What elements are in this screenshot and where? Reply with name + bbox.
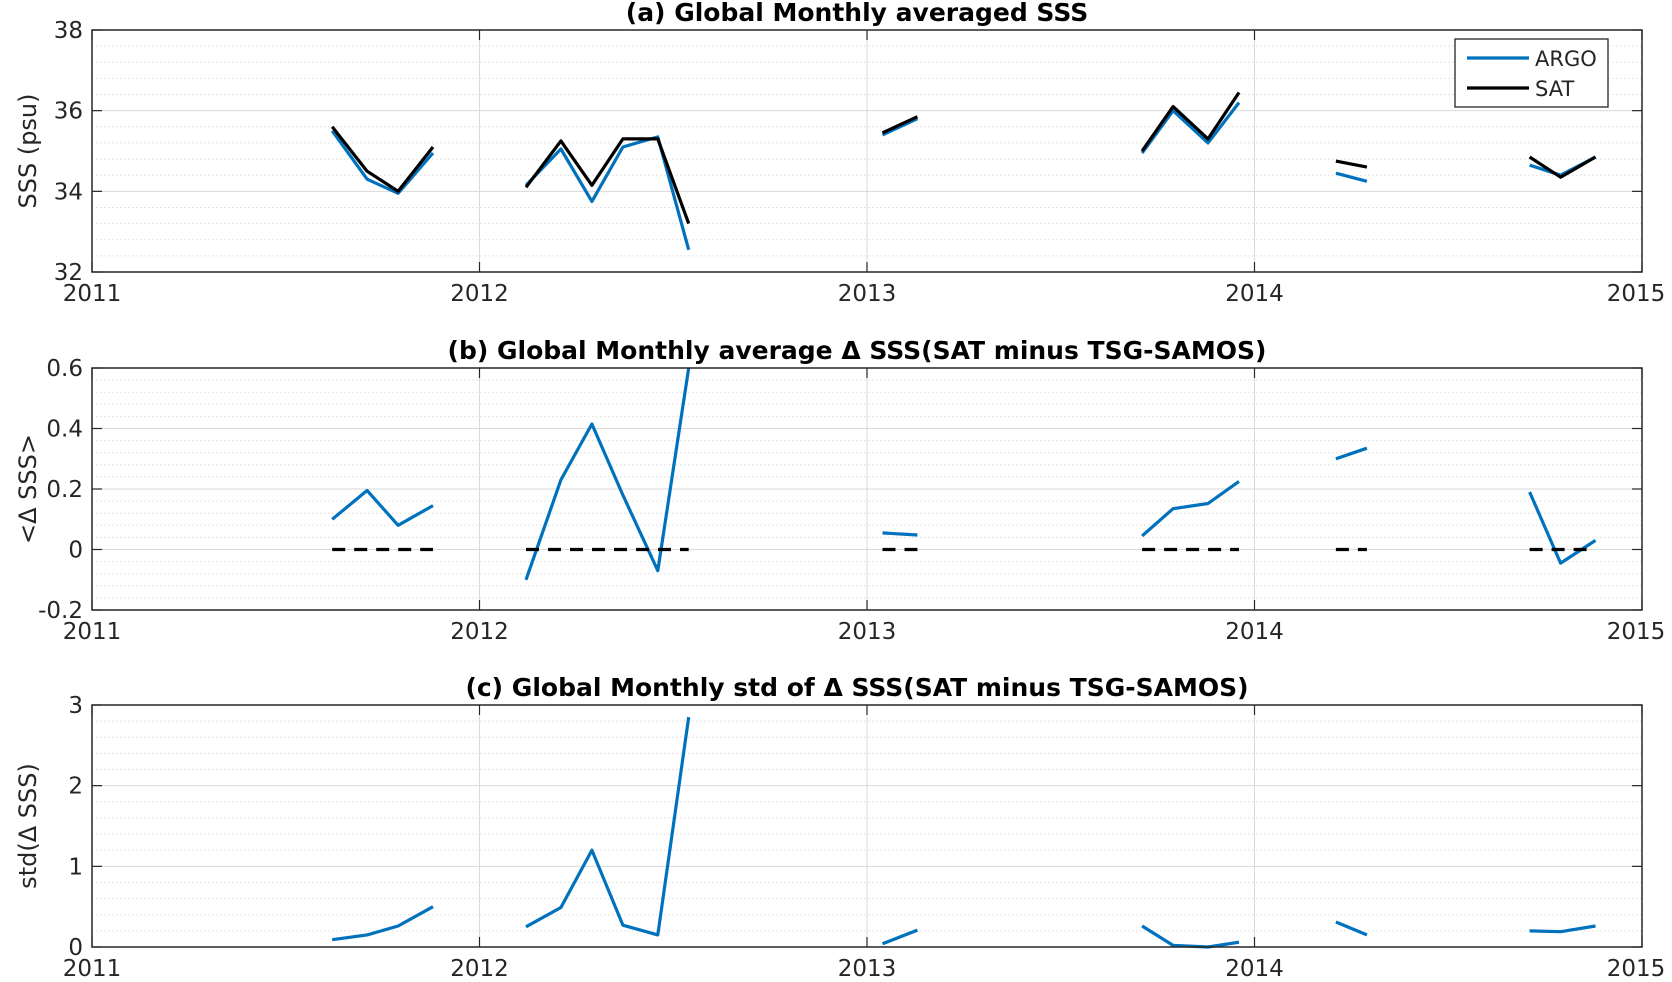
panel-title: (b) Global Monthly average Δ SSS(SAT min… [448, 336, 1267, 365]
x-tick-label: 2011 [63, 956, 122, 982]
x-tick-label: 2012 [450, 281, 509, 307]
x-tick-label: 2011 [63, 619, 122, 645]
panel-a: 32 34 36 38 2011 2012 2013 2014 2015 (a) Global M… [14, 0, 1665, 307]
series-sat [330, 91, 1597, 225]
x-tick-label: 2012 [450, 619, 509, 645]
y-tick-label: 0 [68, 538, 83, 564]
legend-label: ARGO [1535, 47, 1597, 71]
series-line-segment [1335, 446, 1368, 461]
x-tick-label: 2015 [1607, 619, 1666, 645]
y-axis-label: <Δ SSS> [14, 434, 42, 544]
series-line-segment [881, 928, 918, 946]
x-tick-label: 2013 [838, 956, 897, 982]
y-tick-label: 2 [68, 774, 83, 800]
x-tick-label: 2014 [1225, 281, 1284, 307]
series-line-segment [1140, 101, 1241, 154]
series-line-segment [1335, 171, 1368, 183]
y-axis-label: SSS (psu) [14, 93, 42, 208]
x-tick-label: 2015 [1607, 281, 1666, 307]
panel-title: (a) Global Monthly averaged SSS [626, 0, 1088, 27]
y-tick-label: 34 [54, 179, 83, 205]
y-tick-label: -0.2 [38, 598, 83, 624]
x-tick-label: 2011 [63, 281, 122, 307]
x-tick-label: 2013 [838, 281, 897, 307]
series-line-segment [330, 129, 435, 195]
x-tick-label: 2013 [838, 619, 897, 645]
series-argo [331, 716, 1596, 949]
y-tick-label: 0 [68, 935, 83, 961]
series-line-segment [882, 531, 918, 537]
y-tick-label: 3 [68, 693, 83, 719]
series-line-segment [1141, 480, 1240, 538]
series-line-segment [525, 716, 691, 937]
series-line-segment [1529, 924, 1596, 934]
x-tick-label: 2014 [1225, 619, 1284, 645]
x-tick-label: 2015 [1607, 956, 1666, 982]
legend-box [1454, 38, 1609, 108]
series-line-segment [1140, 91, 1241, 152]
series-line-segment [330, 125, 435, 193]
y-axis-label: std(Δ SSS) [14, 763, 42, 889]
series-line-segment [881, 117, 919, 137]
y-tick-label: 0.2 [46, 477, 83, 503]
series-line-segment [331, 488, 434, 527]
y-tick-label: 32 [54, 260, 83, 286]
y-tick-label: 38 [54, 18, 83, 44]
x-tick-label: 2014 [1225, 956, 1284, 982]
legend-label: SAT [1535, 77, 1574, 101]
legend: ARGO SAT [1454, 38, 1609, 108]
series-line-segment [1141, 924, 1240, 949]
y-tick-label: 0.4 [46, 417, 83, 443]
y-tick-label: 36 [54, 99, 83, 125]
series-line-segment [1528, 155, 1597, 179]
panel-title: (c) Global Monthly std of Δ SSS(SAT minu… [465, 673, 1248, 702]
series-line-segment [1335, 159, 1368, 169]
series-line-segment [1335, 920, 1368, 937]
y-tick-label: 1 [68, 854, 83, 880]
series-line-segment [331, 905, 434, 942]
y-tick-label: 0.6 [46, 356, 83, 382]
panel-b: -0.2 0 0.2 0.4 0.6 2011 2012 2013 2014 2015 (b) Gl… [14, 336, 1665, 645]
series-line-segment [881, 115, 919, 135]
panel-c: 0 1 2 3 2011 2012 2013 2014 2015 (c) Global Month… [14, 673, 1665, 982]
series-line-segment [524, 367, 691, 581]
x-tick-label: 2012 [450, 956, 509, 982]
series-line-segment [524, 137, 691, 225]
